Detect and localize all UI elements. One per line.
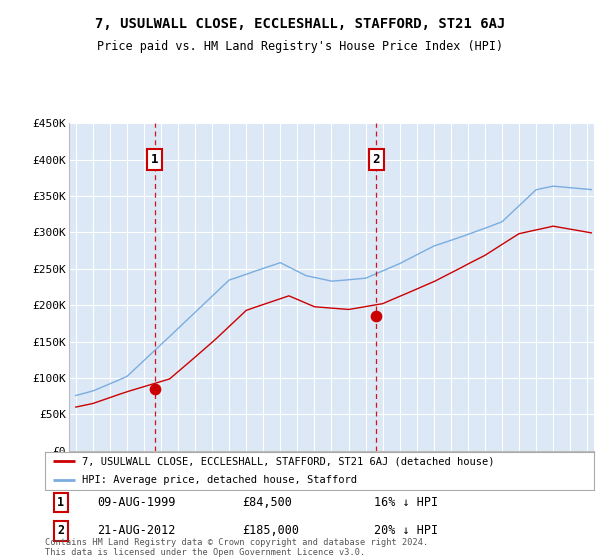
Text: 16% ↓ HPI: 16% ↓ HPI xyxy=(374,496,439,509)
Text: 1: 1 xyxy=(57,496,64,509)
Text: 2: 2 xyxy=(57,524,64,537)
Text: £185,000: £185,000 xyxy=(242,524,299,537)
Text: 2: 2 xyxy=(373,153,380,166)
Point xyxy=(371,311,381,320)
Text: 7, USULWALL CLOSE, ECCLESHALL, STAFFORD, ST21 6AJ: 7, USULWALL CLOSE, ECCLESHALL, STAFFORD,… xyxy=(95,17,505,31)
Text: 7, USULWALL CLOSE, ECCLESHALL, STAFFORD, ST21 6AJ (detached house): 7, USULWALL CLOSE, ECCLESHALL, STAFFORD,… xyxy=(82,456,495,466)
Text: 09-AUG-1999: 09-AUG-1999 xyxy=(97,496,176,509)
Text: Contains HM Land Registry data © Crown copyright and database right 2024.
This d: Contains HM Land Registry data © Crown c… xyxy=(45,538,428,557)
Text: Price paid vs. HM Land Registry's House Price Index (HPI): Price paid vs. HM Land Registry's House … xyxy=(97,40,503,53)
Bar xyxy=(155,123,376,451)
Text: 1: 1 xyxy=(151,153,158,166)
Text: 20% ↓ HPI: 20% ↓ HPI xyxy=(374,524,439,537)
Text: HPI: Average price, detached house, Stafford: HPI: Average price, detached house, Staf… xyxy=(82,475,358,486)
Text: £84,500: £84,500 xyxy=(242,496,293,509)
Text: 21-AUG-2012: 21-AUG-2012 xyxy=(97,524,176,537)
Point xyxy=(150,385,160,394)
